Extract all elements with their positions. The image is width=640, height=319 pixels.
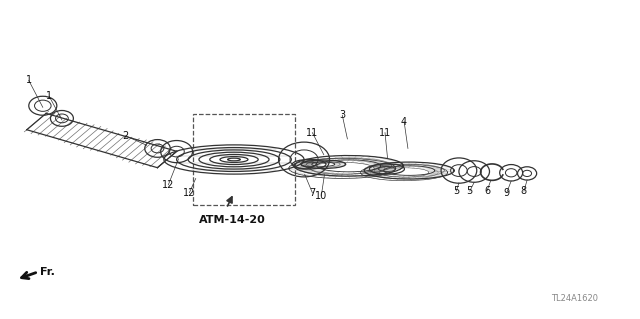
- Text: 12: 12: [162, 180, 175, 190]
- Text: 4: 4: [401, 116, 407, 127]
- Text: 11: 11: [306, 128, 319, 137]
- Text: 10: 10: [315, 191, 328, 201]
- Text: 1: 1: [46, 91, 52, 101]
- Text: 5: 5: [453, 186, 460, 196]
- Text: Fr.: Fr.: [40, 267, 55, 277]
- Text: 9: 9: [504, 188, 510, 198]
- Text: 3: 3: [339, 110, 346, 120]
- Text: 1: 1: [26, 76, 32, 85]
- Text: 12: 12: [183, 188, 196, 198]
- Text: ATM-14-20: ATM-14-20: [199, 215, 266, 225]
- Text: 7: 7: [309, 188, 316, 198]
- Text: 6: 6: [484, 186, 490, 196]
- Text: 11: 11: [379, 128, 391, 137]
- Text: 8: 8: [521, 186, 527, 196]
- Text: 5: 5: [467, 186, 473, 196]
- Text: 2: 2: [122, 131, 129, 141]
- Text: TL24A1620: TL24A1620: [552, 294, 598, 303]
